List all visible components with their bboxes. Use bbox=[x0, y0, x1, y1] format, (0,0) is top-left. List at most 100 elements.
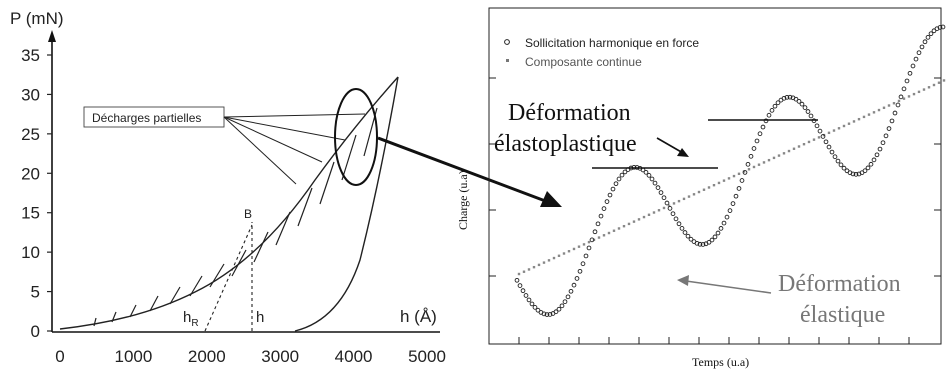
harmonic-point bbox=[649, 176, 655, 182]
harmonic-point bbox=[661, 195, 667, 201]
trend-point bbox=[802, 143, 806, 146]
harmonic-point bbox=[610, 186, 616, 192]
harmonic-point bbox=[553, 309, 559, 315]
trend-point bbox=[902, 97, 906, 100]
harmonic-point bbox=[523, 293, 529, 298]
trend-point bbox=[632, 220, 636, 223]
left-hr-dashed bbox=[204, 224, 253, 332]
harmonic-point bbox=[727, 208, 733, 213]
trend-point bbox=[832, 129, 836, 132]
harmonic-point bbox=[556, 306, 562, 312]
harmonic-point bbox=[853, 171, 859, 177]
trend-point bbox=[712, 183, 716, 187]
harmonic-point bbox=[820, 134, 826, 139]
harmonic-point bbox=[526, 297, 532, 303]
harmonic-point bbox=[838, 162, 844, 168]
trend-point bbox=[687, 195, 691, 198]
trend-point bbox=[697, 190, 701, 194]
left-y-tick-label: 15 bbox=[21, 204, 40, 223]
trend-point bbox=[682, 197, 686, 201]
harmonic-point bbox=[697, 241, 703, 247]
left-ticks: 0 1000 2000 3000 4000 5000 0 5 10 15 20 25 30 35 bbox=[21, 46, 446, 366]
trend-point bbox=[912, 92, 916, 96]
harmonic-point bbox=[925, 34, 931, 40]
left-hr-label: hR bbox=[183, 309, 199, 329]
trend-point bbox=[927, 86, 931, 89]
harmonic-point bbox=[784, 94, 790, 100]
harmonic-point bbox=[751, 146, 757, 151]
harmonic-point bbox=[742, 170, 748, 175]
harmonic-point bbox=[535, 307, 541, 313]
harmonic-point bbox=[589, 237, 595, 243]
harmonic-point bbox=[940, 24, 946, 30]
annot-elastoplastic-line1: Déformation bbox=[508, 100, 631, 126]
harmonic-point bbox=[532, 305, 538, 310]
series-harmonic-force bbox=[514, 24, 946, 317]
harmonic-point bbox=[547, 312, 553, 317]
trend-point bbox=[622, 224, 626, 228]
harmonic-point bbox=[565, 294, 571, 300]
left-loading-curve bbox=[59, 76, 399, 330]
trend-point bbox=[642, 215, 646, 219]
trend-point bbox=[582, 243, 586, 246]
harmonic-point bbox=[544, 312, 550, 317]
trend-point bbox=[777, 154, 781, 157]
left-x-tick-label: 5000 bbox=[408, 347, 446, 366]
left-x-tick-label: 1000 bbox=[114, 347, 152, 366]
harmonic-point bbox=[700, 242, 706, 247]
trend-point bbox=[922, 88, 926, 91]
left-h-label: h bbox=[256, 309, 264, 326]
series-continuous-component bbox=[517, 79, 946, 276]
harmonic-point bbox=[715, 230, 721, 236]
trend-point bbox=[517, 272, 521, 276]
left-y-tick-label: 30 bbox=[21, 85, 40, 104]
harmonic-point bbox=[781, 95, 787, 101]
harmonic-point bbox=[835, 158, 841, 164]
left-chart: P (mN) 0 1000 2000 3000 4000 5000 0 5 10 15 20 25 30… bbox=[10, 9, 446, 366]
trend-point bbox=[837, 127, 841, 130]
harmonic-point bbox=[796, 98, 802, 104]
trend-point bbox=[742, 170, 746, 173]
harmonic-point bbox=[745, 161, 751, 167]
trend-point bbox=[672, 202, 676, 205]
annot-elastoplastic-arrowhead bbox=[677, 148, 689, 157]
trend-point bbox=[587, 240, 591, 244]
trend-point bbox=[847, 122, 851, 125]
trend-point bbox=[812, 138, 816, 141]
trend-point bbox=[602, 234, 606, 237]
harmonic-point bbox=[937, 25, 943, 30]
trend-point bbox=[797, 145, 801, 148]
left-y-axis-arrow bbox=[48, 30, 56, 42]
right-x-axis-label: Temps (u.a) bbox=[692, 355, 749, 369]
connect-arrow-head bbox=[540, 191, 562, 207]
harmonic-point bbox=[763, 118, 769, 124]
harmonic-point bbox=[823, 139, 829, 145]
harmonic-point bbox=[871, 157, 877, 163]
annot-elastic-arrow bbox=[685, 280, 772, 294]
harmonic-point bbox=[775, 100, 781, 106]
trend-point bbox=[852, 120, 856, 123]
trend-point bbox=[727, 177, 731, 180]
trend-point bbox=[857, 117, 861, 121]
trend-point bbox=[692, 193, 696, 196]
harmonic-point bbox=[754, 138, 760, 144]
trend-point bbox=[607, 231, 611, 235]
legend-square-marker bbox=[506, 59, 509, 62]
harmonic-point bbox=[688, 236, 694, 242]
trend-point bbox=[752, 165, 756, 169]
trend-point bbox=[917, 90, 921, 94]
harmonic-point bbox=[916, 50, 922, 56]
left-x-tick-label: 0 bbox=[55, 347, 64, 366]
left-x-tick-label: 4000 bbox=[335, 347, 373, 366]
annot-elastic-line1: Déformation bbox=[778, 271, 901, 297]
harmonic-point bbox=[766, 112, 772, 118]
trend-point bbox=[547, 259, 551, 262]
trend-point bbox=[612, 229, 616, 232]
harmonic-point bbox=[841, 165, 847, 171]
harmonic-point bbox=[568, 288, 574, 294]
harmonic-point bbox=[616, 176, 622, 182]
trend-point bbox=[767, 158, 771, 162]
trend-point bbox=[887, 104, 891, 107]
harmonic-point bbox=[829, 149, 835, 155]
